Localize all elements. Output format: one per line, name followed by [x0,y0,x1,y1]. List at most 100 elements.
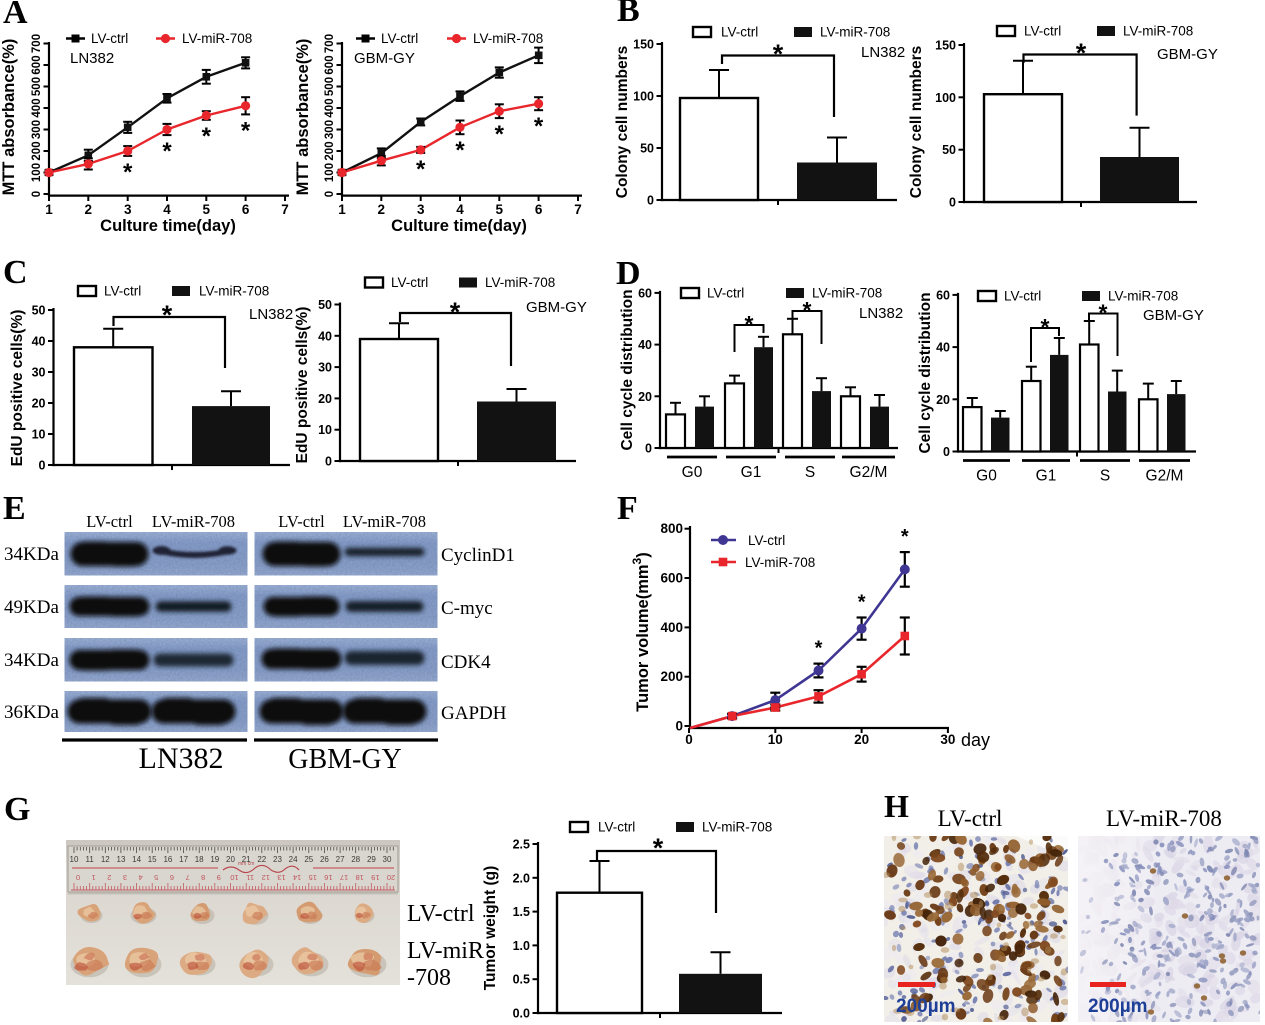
svg-text:11: 11 [246,873,254,882]
svg-text:3: 3 [123,873,127,882]
svg-text:LV-miR-708: LV-miR-708 [1108,289,1178,304]
svg-text:LV-miR-708: LV-miR-708 [343,512,426,531]
svg-text:LV-miR-708: LV-miR-708 [812,286,882,301]
svg-text:LV-ctrl: LV-ctrl [104,284,141,299]
svg-text:GBM-GY: GBM-GY [354,50,415,67]
svg-text:200: 200 [31,141,43,160]
svg-text:2.0: 2.0 [513,871,530,885]
svg-text:CyclinD1: CyclinD1 [441,545,515,566]
svg-text:500: 500 [31,77,43,96]
svg-text:400: 400 [31,98,43,117]
svg-text:15: 15 [148,855,157,864]
svg-text:600: 600 [660,571,683,586]
svg-text:20: 20 [638,390,652,404]
svg-text:GBM-GY: GBM-GY [288,744,402,775]
svg-text:LN382: LN382 [861,44,905,61]
svg-text:0: 0 [324,191,336,197]
svg-text:3: 3 [124,202,132,217]
svg-text:50: 50 [942,143,956,157]
svg-text:25: 25 [304,855,313,864]
svg-text:500: 500 [324,77,336,96]
svg-text:8: 8 [201,873,205,882]
svg-text:7: 7 [186,873,190,882]
svg-text:LV-ctrl: LV-ctrl [91,31,128,46]
svg-text:*: * [534,113,544,140]
svg-text:5: 5 [154,873,158,882]
svg-text:LV-ctrl: LV-ctrl [381,31,418,46]
svg-text:G: G [4,791,30,828]
svg-text:300: 300 [31,120,43,139]
svg-text:24: 24 [289,855,298,864]
svg-text:*: * [162,138,172,165]
svg-text:LV-ctrl: LV-ctrl [1024,24,1061,39]
svg-text:Cell cycle distribution: Cell cycle distribution [917,292,934,453]
svg-text:20: 20 [32,397,46,411]
svg-text:50: 50 [640,142,654,156]
svg-text:100: 100 [31,163,43,182]
svg-text:Tumor weight (g): Tumor weight (g) [482,866,499,991]
svg-text:2: 2 [107,873,111,882]
svg-text:*: * [162,300,173,330]
svg-text:20: 20 [226,855,235,864]
svg-text:60: 60 [936,288,950,302]
svg-text:30: 30 [383,855,392,864]
svg-text:15: 15 [309,873,317,882]
svg-text:1: 1 [338,202,346,217]
svg-text:9: 9 [217,873,221,882]
svg-text:Colony cell numbers: Colony cell numbers [614,46,631,198]
svg-text:*: * [450,297,461,327]
svg-text:*: * [1099,300,1108,326]
svg-text:G2/M: G2/M [850,464,888,481]
svg-text:200: 200 [660,669,683,684]
svg-text:17: 17 [340,873,348,882]
svg-text:D: D [616,255,641,292]
svg-text:6: 6 [535,202,543,217]
svg-text:MTT absorbance(%): MTT absorbance(%) [294,39,312,196]
svg-text:-708: -708 [407,965,451,991]
svg-text:LV-ctrl: LV-ctrl [938,806,1003,831]
svg-text:LV-ctrl: LV-ctrl [748,533,785,548]
svg-text:7: 7 [281,202,289,217]
svg-text:0: 0 [675,719,683,734]
svg-text:4: 4 [456,202,464,217]
svg-text:B: B [617,0,640,29]
svg-text:LV-ctrl: LV-ctrl [391,275,428,290]
svg-text:13: 13 [117,855,126,864]
svg-text:30: 30 [940,732,955,747]
svg-text:*: * [123,159,133,186]
svg-text:40: 40 [638,338,652,352]
svg-text:1.5: 1.5 [513,905,530,919]
svg-text:S: S [805,464,815,481]
svg-text:50: 50 [32,304,46,318]
svg-text:LN382: LN382 [139,742,224,775]
svg-text:MTT absorbance(%): MTT absorbance(%) [0,39,18,196]
svg-text:17: 17 [179,855,188,864]
svg-text:22: 22 [257,855,266,864]
svg-text:20: 20 [387,873,395,882]
svg-text:400: 400 [660,620,683,635]
svg-text:LV-miR-708: LV-miR-708 [152,512,235,531]
svg-text:100: 100 [633,90,654,104]
svg-text:700: 700 [324,34,336,53]
svg-text:LV-miR-708: LV-miR-708 [182,31,252,46]
svg-text:LV-miR-708: LV-miR-708 [702,820,772,835]
svg-text:*: * [745,311,754,337]
svg-text:300: 300 [324,120,336,139]
svg-text:1: 1 [92,873,96,882]
svg-text:2: 2 [378,202,386,217]
svg-text:0: 0 [39,459,46,473]
svg-text:200: 200 [324,141,336,160]
svg-text:40: 40 [936,341,950,355]
svg-text:200µm: 200µm [1088,996,1148,1017]
svg-text:23: 23 [273,855,282,864]
svg-text:LV-miR-708: LV-miR-708 [473,31,543,46]
svg-text:36KDa: 36KDa [4,702,59,723]
svg-text:LV-miR-708: LV-miR-708 [745,555,815,570]
svg-text:800: 800 [660,521,683,536]
svg-text:2.5: 2.5 [513,838,530,852]
svg-text:E: E [3,490,26,527]
svg-text:LV-miR-708: LV-miR-708 [485,275,555,290]
svg-text:0: 0 [949,196,956,210]
svg-text:GAPDH: GAPDH [441,703,507,724]
svg-text:12: 12 [262,873,270,882]
